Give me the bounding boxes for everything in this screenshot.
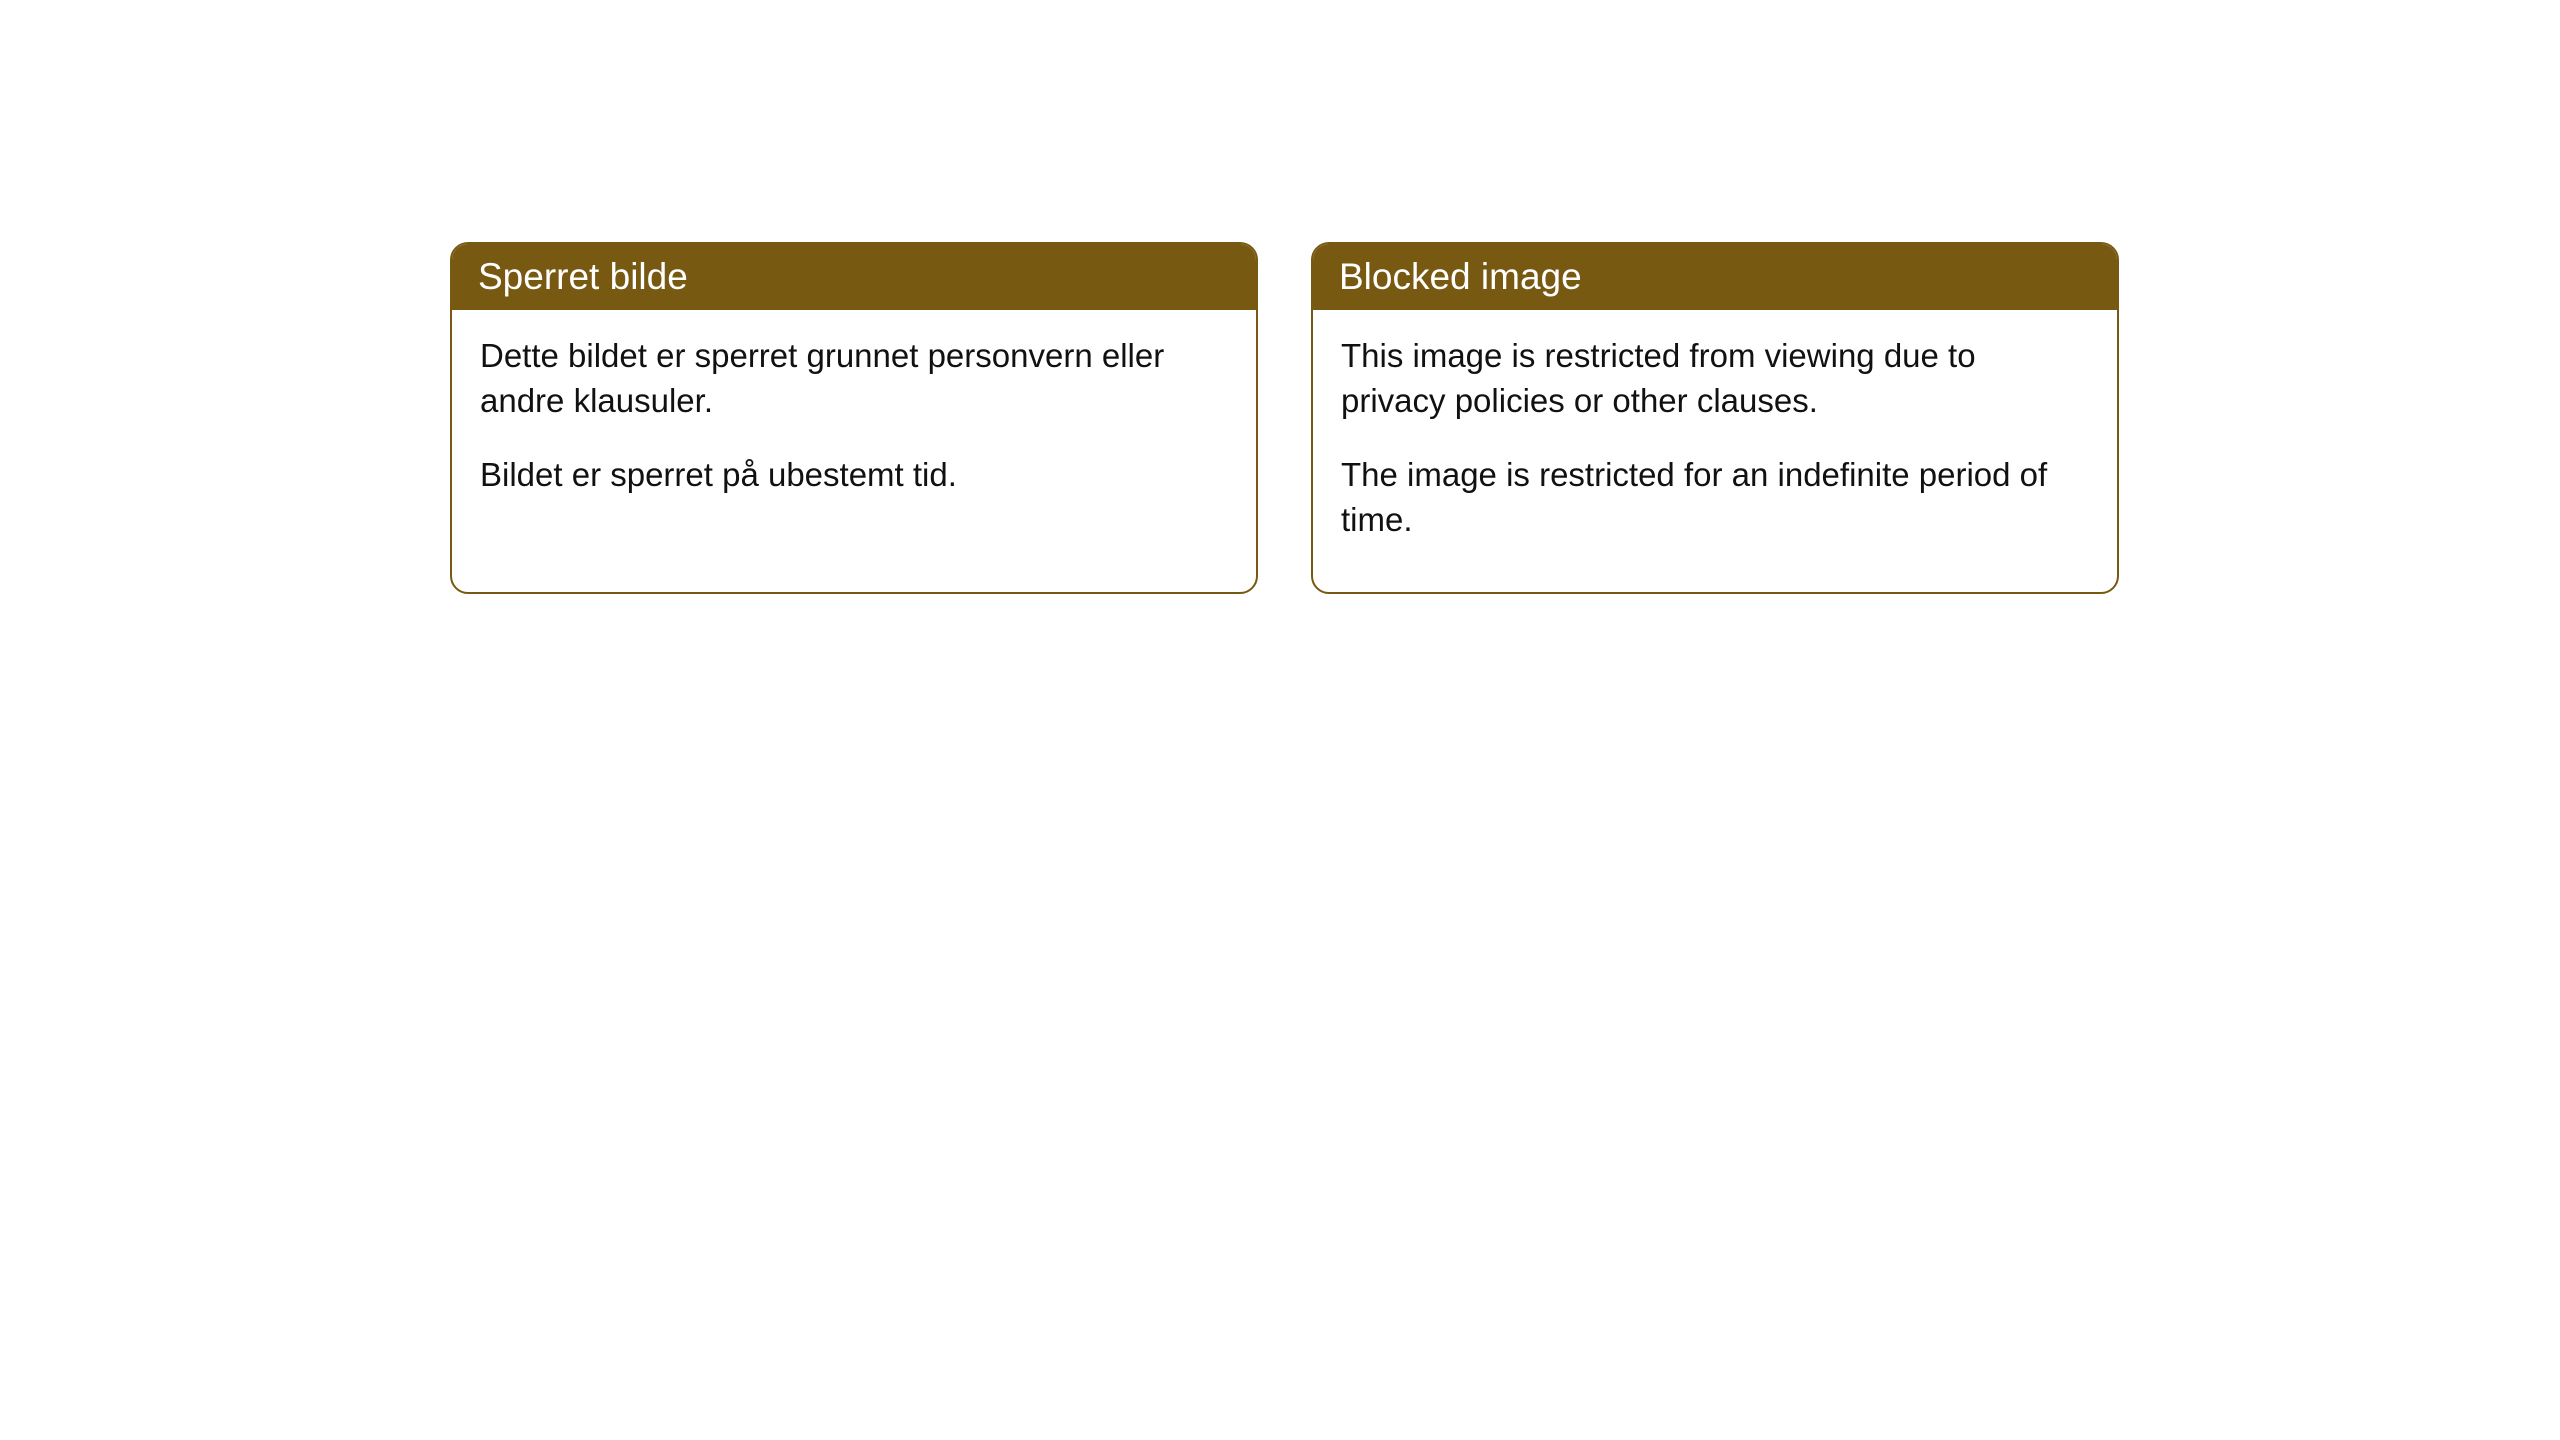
card-title-english: Blocked image <box>1313 244 2117 310</box>
card-paragraph: This image is restricted from viewing du… <box>1341 334 2089 423</box>
card-title-norwegian: Sperret bilde <box>452 244 1256 310</box>
card-paragraph: The image is restricted for an indefinit… <box>1341 453 2089 542</box>
notice-card-english: Blocked image This image is restricted f… <box>1311 242 2119 594</box>
card-paragraph: Bildet er sperret på ubestemt tid. <box>480 453 1228 498</box>
card-body-english: This image is restricted from viewing du… <box>1313 310 2117 592</box>
notice-card-norwegian: Sperret bilde Dette bildet er sperret gr… <box>450 242 1258 594</box>
card-body-norwegian: Dette bildet er sperret grunnet personve… <box>452 310 1256 548</box>
card-paragraph: Dette bildet er sperret grunnet personve… <box>480 334 1228 423</box>
notice-cards-container: Sperret bilde Dette bildet er sperret gr… <box>450 242 2119 594</box>
